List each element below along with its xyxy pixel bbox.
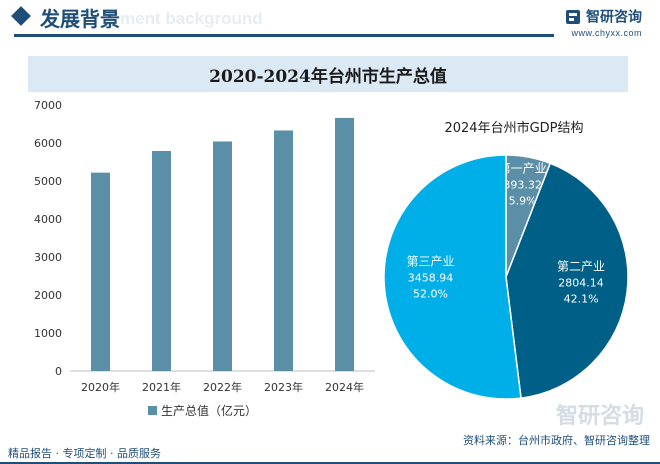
- pie-slice: [383, 154, 522, 400]
- brand: 智研咨询: [565, 6, 642, 27]
- chart-legend: 生产总值（亿元）: [148, 403, 257, 418]
- page-header: ment background 发展背景 智研咨询 www.chyxx.com: [0, 0, 660, 40]
- bar: [213, 141, 232, 371]
- x-tick-label: 2020年: [81, 380, 120, 394]
- x-tick-label: 2024年: [325, 380, 364, 394]
- slice-percent: 52.0%: [413, 288, 448, 301]
- footer-watermark: 智研咨询: [555, 404, 644, 429]
- x-tick-label: 2021年: [142, 380, 181, 394]
- slice-value: 393.32: [503, 178, 542, 191]
- x-tick-label: 2023年: [264, 380, 303, 394]
- source-note: 资料来源：台州市政府、智研咨询整理: [463, 434, 650, 447]
- header-divider: [14, 34, 554, 37]
- x-tick-label: 2022年: [203, 380, 242, 394]
- bar: [274, 130, 293, 371]
- y-tick-label: 4000: [34, 213, 62, 226]
- chart-title: 2020-2024年台州市生产总值: [209, 67, 447, 87]
- y-tick-label: 0: [55, 365, 62, 378]
- y-tick-label: 1000: [34, 327, 62, 340]
- pie-slice: [505, 162, 629, 399]
- y-tick-label: 2000: [34, 289, 62, 302]
- slice-name: 第三产业: [406, 255, 454, 269]
- slice-name: 第一产业: [499, 161, 547, 175]
- slice-value: 3458.94: [408, 272, 454, 285]
- slice-percent: 42.1%: [564, 292, 599, 305]
- bar-chart: 0 1000 2000 3000 4000 5000 6000 7000 2020年 2021年 2…: [34, 99, 375, 418]
- slice-name: 第二产业: [557, 259, 605, 273]
- header-subtitle-en: ment background: [120, 9, 263, 28]
- pie-slice-label: 第一产业 393.32 5.9%: [499, 161, 547, 207]
- brand-url: www.chyxx.com: [571, 28, 642, 38]
- bar: [91, 172, 110, 371]
- brand-logo-icon: [565, 9, 580, 24]
- footer-slogan: 精品报告 · 专项定制 · 品质服务: [8, 447, 161, 460]
- pie-slice-label: 第二产业 2804.14 42.1%: [557, 259, 605, 305]
- y-tick-label: 7000: [34, 99, 62, 112]
- legend-swatch: [148, 406, 157, 415]
- pie-title: 2024年台州市GDP结构: [444, 120, 583, 136]
- footer-divider: [0, 462, 660, 464]
- pie-slice-label: 第三产业 3458.94 52.0%: [406, 255, 454, 301]
- chart-banner: 2020-2024年台州市生产总值: [28, 56, 628, 92]
- slice-value: 2804.14: [558, 276, 604, 289]
- y-tick-label: 3000: [34, 251, 62, 264]
- slice-percent: 5.9%: [509, 194, 537, 207]
- bar: [152, 150, 171, 371]
- brand-name: 智研咨询: [586, 9, 642, 26]
- diamond-icon: [11, 6, 31, 26]
- header-title: 发展背景: [40, 7, 120, 31]
- legend-label: 生产总值（亿元）: [161, 403, 257, 418]
- bar: [335, 117, 354, 371]
- y-tick-label: 6000: [34, 137, 62, 150]
- y-tick-label: 5000: [34, 175, 62, 188]
